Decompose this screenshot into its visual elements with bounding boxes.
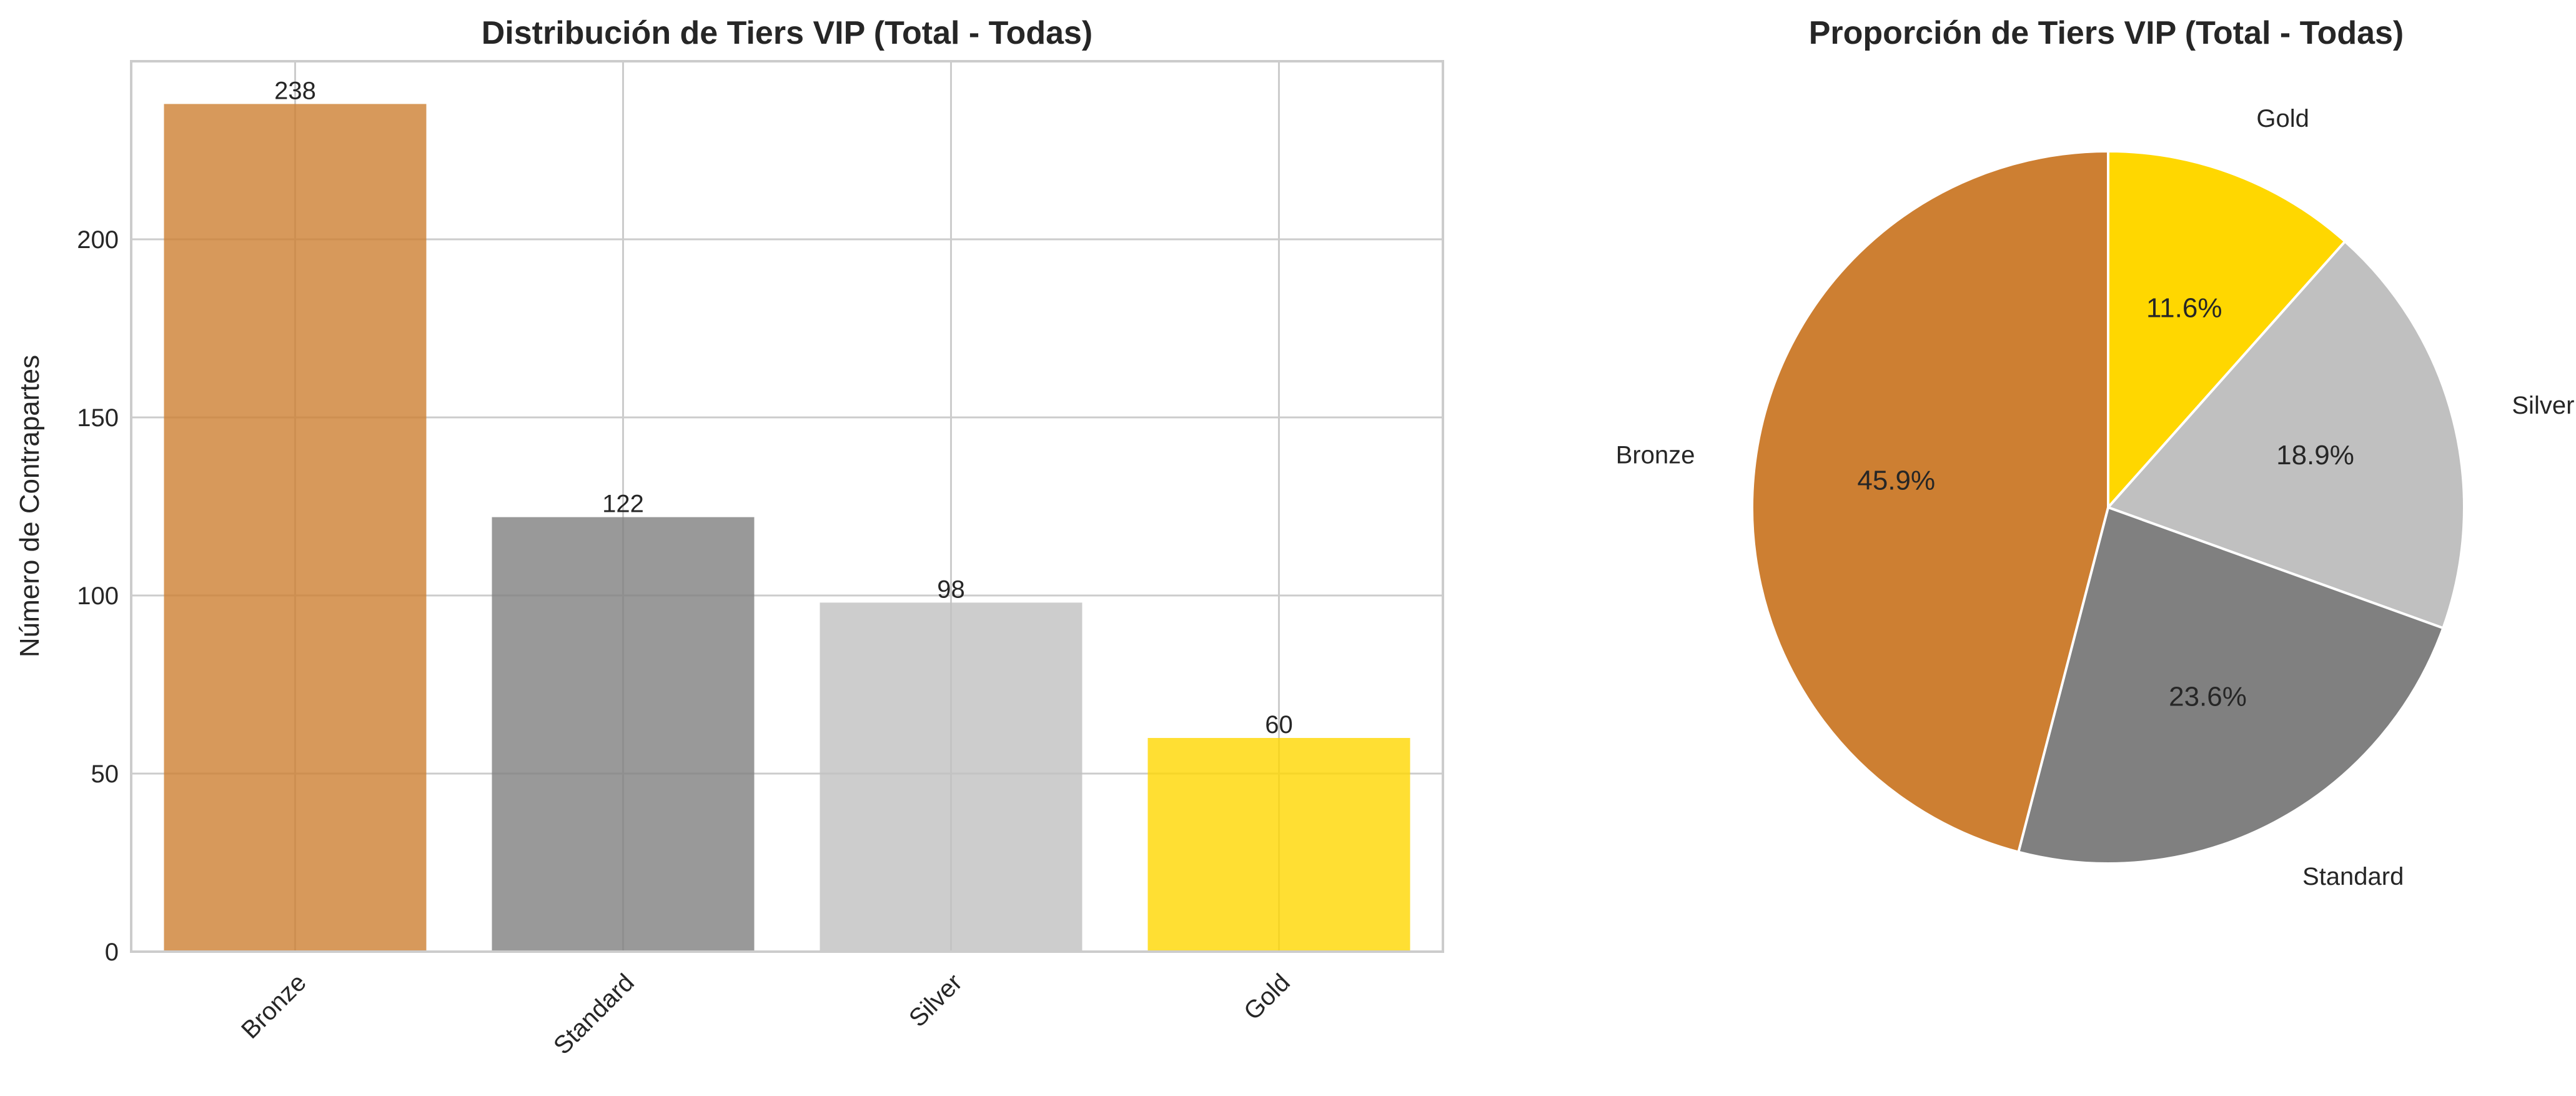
pie-category-label: Bronze — [1616, 441, 1695, 469]
pie-chart: Gold Silver Standard Bronze 11.6% 18.9% 23.6%… — [1616, 15, 2575, 890]
pie-category-label: Gold — [2256, 105, 2309, 132]
bar-data-labels: 238 122 98 60 — [274, 77, 1293, 739]
bar-y-tick-label: 0 — [105, 939, 119, 966]
pie-percent-labels: 11.6% 18.9% 23.6% 45.9% — [1857, 292, 2354, 712]
pie-slice-bronze — [1750, 149, 2109, 854]
pie-slices — [1750, 149, 2465, 865]
bar-x-tick-label: Bronze — [236, 969, 312, 1044]
pie-category-label: Standard — [2302, 863, 2404, 890]
pie-category-labels: Gold Silver Standard Bronze — [1616, 105, 2575, 890]
bar-x-tick-label: Standard — [548, 969, 640, 1060]
bar-bronze — [164, 104, 427, 952]
bar-silver — [820, 602, 1082, 952]
bar-x-tick-label: Gold — [1239, 969, 1295, 1025]
bar-data-label: 60 — [1265, 711, 1293, 739]
bar-standard — [492, 517, 755, 952]
bar-chart: 0 50 100 150 200 Bronze Standard Silver Gold 23… — [14, 15, 1444, 1060]
bar-x-tick-label: Silver — [904, 969, 968, 1032]
pie-slice-standard — [2016, 506, 2445, 865]
bar-data-label: 122 — [602, 491, 644, 518]
pie-percent-label: 23.6% — [2169, 682, 2247, 712]
bar-chart-title: Distribución de Tiers VIP (Total - Todas… — [482, 15, 1093, 51]
pie-category-label: Silver — [2512, 392, 2574, 419]
pie-slice-silver — [2106, 239, 2465, 630]
bar-plot-frame — [130, 60, 1444, 953]
pie-percent-label: 18.9% — [2276, 440, 2354, 471]
bar-series — [164, 104, 1410, 952]
pie-chart-title: Proporción de Tiers VIP (Total - Todas) — [1809, 15, 2404, 51]
bar-y-tick-label: 100 — [77, 582, 119, 610]
bar-y-axis-label: Número de Contrapartes — [14, 355, 45, 657]
bar-gold — [1147, 738, 1410, 952]
pie-slice-gold — [2107, 149, 2347, 511]
bar-y-tick-label: 150 — [77, 404, 119, 432]
bar-x-ticks: Bronze Standard Silver Gold — [236, 969, 1295, 1060]
bar-y-tick-label: 50 — [91, 760, 119, 788]
pie-percent-label: 11.6% — [2146, 292, 2222, 323]
bar-y-ticks: 0 50 100 150 200 — [77, 226, 119, 966]
pie-percent-label: 45.9% — [1857, 466, 1935, 496]
bar-data-label: 238 — [274, 77, 316, 104]
bar-data-label: 98 — [937, 575, 965, 603]
bar-y-tick-label: 200 — [77, 226, 119, 254]
